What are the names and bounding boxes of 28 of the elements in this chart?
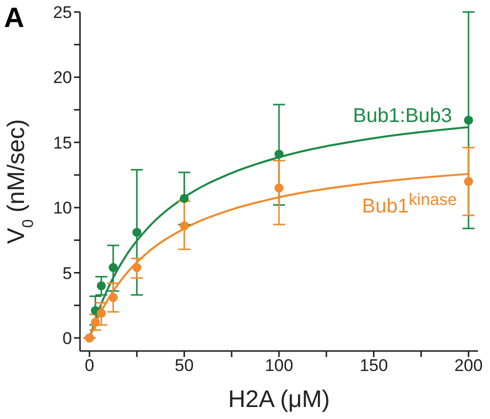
point [132,263,142,272]
series-label: Bub1$^{kinase}$ [362,190,457,219]
y-tick-label: 0 [62,328,72,348]
point [90,318,100,327]
point [96,281,106,290]
x-tick-label: 150 [360,356,388,376]
point [274,184,284,193]
point [464,116,474,125]
x-tick-label: 100 [264,356,294,376]
point [464,176,474,186]
point [108,293,118,302]
y-tick-label: 10 [53,198,72,218]
x-tick-label: 200 [454,356,483,376]
point [132,228,142,237]
y-tick-label: 5 [62,264,72,283]
text: A [4,2,24,34]
y-tick-label: 15 [53,133,72,152]
point [96,308,106,318]
x-tick-label: 50 [174,356,194,376]
x-tick-label: 0 [84,356,94,376]
y-tick-label: 25 [53,3,72,22]
point [180,194,189,203]
series-label: Bub1:Bub3 [353,105,452,128]
point [180,221,189,230]
point [108,263,118,272]
point [274,150,284,159]
x-axis-title: H2A (μM) [228,386,330,413]
y-tick-label: 20 [53,68,72,88]
